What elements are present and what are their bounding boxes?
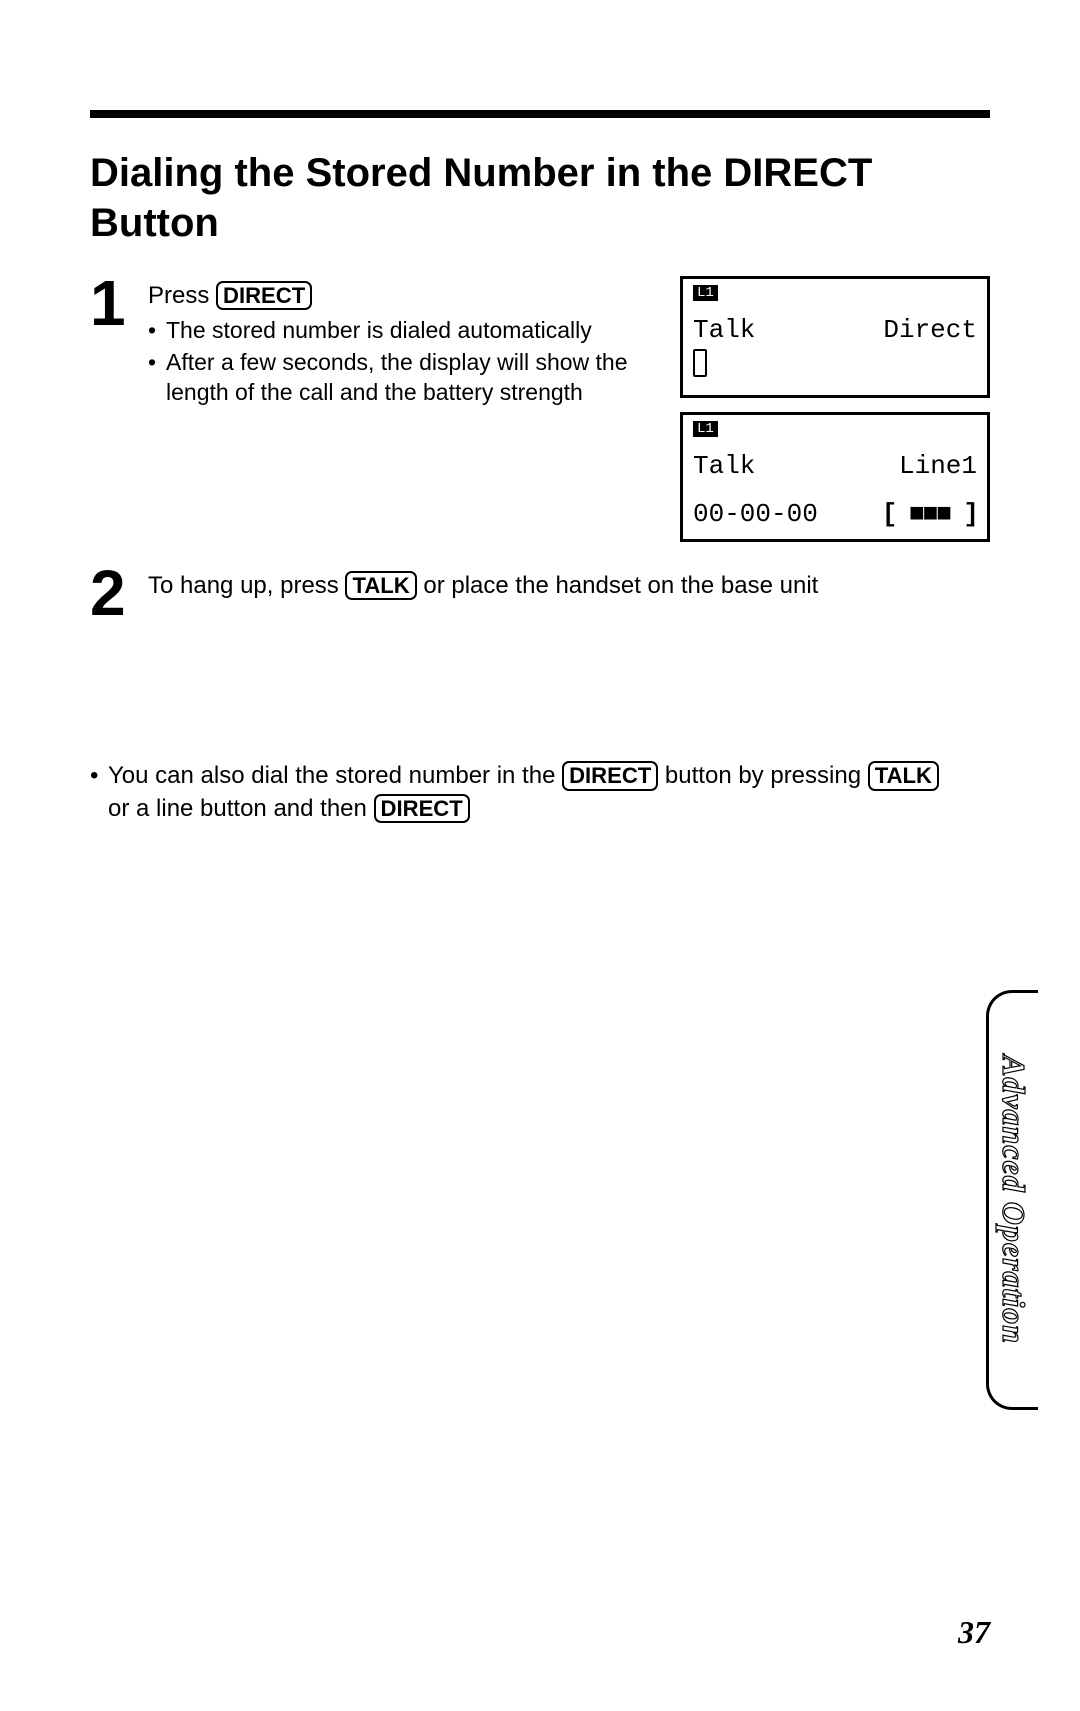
lcd1-indicator: L1	[693, 285, 718, 301]
step2-pre: To hang up, press	[148, 572, 345, 599]
step-number: 1	[90, 276, 130, 330]
step-number: 2	[90, 566, 130, 620]
lcd-display-2: L1 Talk Line1 00-00-00 [ ■■■ ]	[680, 412, 990, 542]
left-column: 1 Press DIRECT The stored number is dial…	[90, 276, 640, 440]
talk-button-label: TALK	[345, 571, 416, 600]
note-section: You can also dial the stored number in t…	[90, 760, 990, 825]
lcd1-cursor	[693, 349, 707, 377]
side-tab-label: Advanced Operation	[995, 1055, 1032, 1344]
lcd2-time: 00-00-00	[693, 499, 818, 529]
page-title: Dialing the Stored Number in the DIRECT …	[90, 148, 990, 248]
talk-button-label: TALK	[868, 761, 939, 790]
lcd2-right: Line1	[899, 451, 977, 481]
direct-button-label: DIRECT	[374, 794, 470, 823]
content-row: 1 Press DIRECT The stored number is dial…	[90, 276, 990, 556]
lcd1-left: Talk	[693, 315, 755, 345]
step1-bullet-1: The stored number is dialed automaticall…	[148, 316, 640, 346]
step1-bullets: The stored number is dialed automaticall…	[148, 316, 640, 408]
note-line-1: You can also dial the stored number in t…	[90, 760, 990, 792]
step-1: 1 Press DIRECT The stored number is dial…	[90, 276, 640, 410]
top-rule	[90, 110, 990, 118]
step2-post: or place the handset on the base unit	[417, 572, 819, 599]
side-tab: Advanced Operation	[986, 990, 1038, 1410]
lcd2-indicator: L1	[693, 421, 718, 437]
lcd-display-1: L1 Talk Direct	[680, 276, 990, 398]
step-2: 2 To hang up, press TALK or place the ha…	[90, 566, 990, 620]
page-number: 37	[958, 1614, 990, 1651]
step-body: To hang up, press TALK or place the hand…	[148, 566, 818, 602]
direct-button-label: DIRECT	[562, 761, 658, 790]
note-p1-mid: button by pressing	[658, 762, 867, 789]
step1-lead-pre: Press	[148, 282, 216, 309]
right-column: L1 Talk Direct L1 Talk Line1 00-00-00 [ …	[680, 276, 990, 556]
step1-bullet-2: After a few seconds, the display will sh…	[148, 348, 640, 408]
note-p2-pre: or a line button and then	[108, 795, 374, 822]
lcd2-battery: [ ■■■ ]	[882, 499, 977, 529]
lcd1-right: Direct	[883, 315, 977, 345]
direct-button-label: DIRECT	[216, 281, 312, 310]
step-body: Press DIRECT The stored number is dialed…	[148, 276, 640, 410]
note-p1-pre: You can also dial the stored number in t…	[108, 762, 562, 789]
lcd2-left: Talk	[693, 451, 755, 481]
note-line-2: or a line button and then DIRECT	[90, 793, 990, 825]
